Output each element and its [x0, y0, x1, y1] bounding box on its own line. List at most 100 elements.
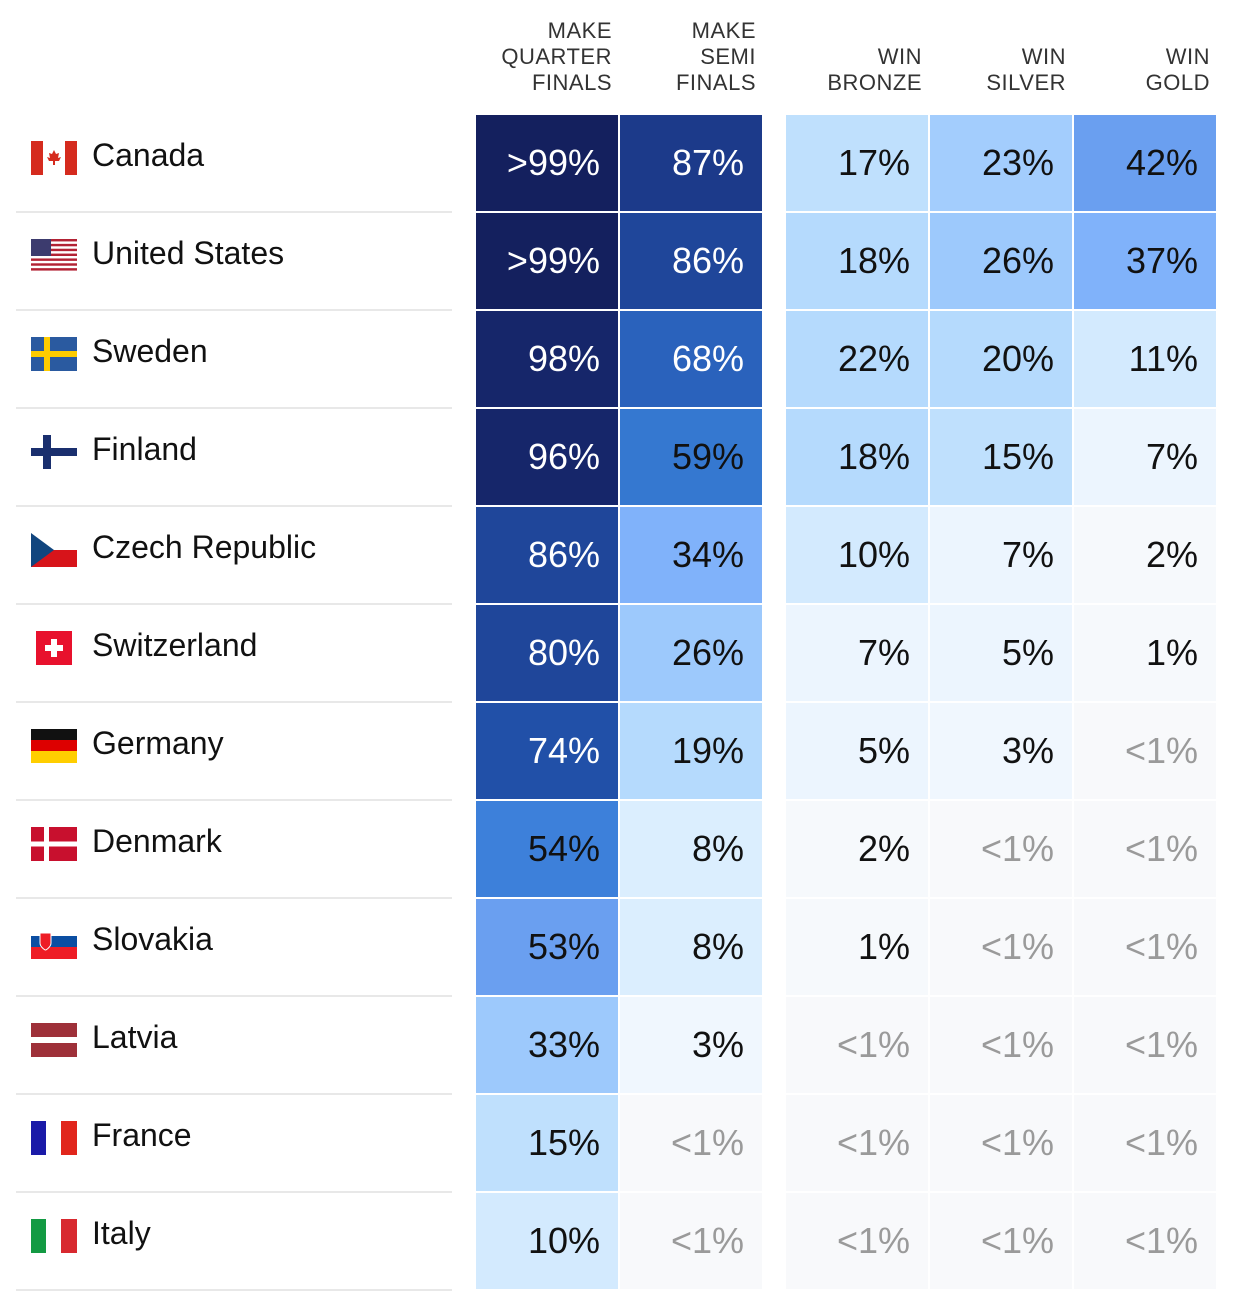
cell-silver: <1% [930, 1193, 1072, 1289]
column-header-silver: WIN SILVER [924, 44, 1066, 96]
column-header-line: FINALS [531, 70, 612, 95]
cell-sf: 8% [620, 899, 762, 995]
column-header-line: BRONZE [827, 70, 922, 95]
country-name: Finland [92, 431, 197, 467]
cell-qf: 53% [476, 899, 618, 995]
country-cell: Canada [16, 115, 452, 213]
cell-bronze: 5% [786, 703, 928, 799]
cell-gold: <1% [1074, 703, 1216, 799]
cell-qf: >99% [476, 213, 618, 309]
column-header-line: SEMI [700, 44, 756, 69]
country-name: Denmark [92, 823, 222, 859]
column-header-sf: MAKE SEMI FINALS [614, 18, 756, 96]
finland-flag-icon [31, 435, 77, 469]
cell-bronze: 22% [786, 311, 928, 407]
column-header-line: WIN [877, 44, 922, 69]
cell-gold: <1% [1074, 1095, 1216, 1191]
cell-qf: 96% [476, 409, 618, 505]
cell-bronze: 1% [786, 899, 928, 995]
cell-silver: <1% [930, 899, 1072, 995]
column-header-qf: MAKE QUARTER FINALS [470, 18, 612, 96]
usa-flag-icon [31, 239, 77, 273]
cell-silver: 26% [930, 213, 1072, 309]
cell-gold: <1% [1074, 997, 1216, 1093]
column-header-line: WIN [1165, 44, 1210, 69]
cell-gold: <1% [1074, 801, 1216, 897]
column-header-line: GOLD [1145, 70, 1210, 95]
cell-sf: 34% [620, 507, 762, 603]
cell-sf: 59% [620, 409, 762, 505]
cell-gold: 2% [1074, 507, 1216, 603]
cell-bronze: <1% [786, 1193, 928, 1289]
column-header-line: WIN [1021, 44, 1066, 69]
cell-silver: <1% [930, 1095, 1072, 1191]
cell-bronze: <1% [786, 1095, 928, 1191]
slovakia-flag-icon [31, 925, 77, 959]
cell-gold: 7% [1074, 409, 1216, 505]
country-name: France [92, 1117, 192, 1153]
country-cell: Slovakia [16, 899, 452, 997]
cell-qf: 54% [476, 801, 618, 897]
country-cell: Sweden [16, 311, 452, 409]
table-row: Finland 96% 59% 18% 15% 7% [16, 409, 1216, 507]
cell-sf: <1% [620, 1193, 762, 1289]
cell-silver: 5% [930, 605, 1072, 701]
country-cell: France [16, 1095, 452, 1193]
column-header-line: QUARTER [501, 44, 612, 69]
country-cell: Switzerland [16, 605, 452, 703]
country-cell: Germany [16, 703, 452, 801]
italy-flag-icon [31, 1219, 77, 1253]
cell-silver: <1% [930, 997, 1072, 1093]
cell-gold: 37% [1074, 213, 1216, 309]
country-cell: Denmark [16, 801, 452, 899]
table-row: Italy 10% <1% <1% <1% <1% [16, 1193, 1216, 1291]
cell-gold: 42% [1074, 115, 1216, 211]
cell-gold: <1% [1074, 899, 1216, 995]
country-name: Canada [92, 137, 205, 173]
country-name: United States [92, 235, 285, 271]
table-row: Sweden 98% 68% 22% 20% 11% [16, 311, 1216, 409]
table-row: Latvia 33% 3% <1% <1% <1% [16, 997, 1216, 1095]
czech-flag-icon [31, 533, 77, 567]
switzerland-flag-icon [36, 631, 72, 665]
cell-sf: 68% [620, 311, 762, 407]
country-name: Czech Republic [92, 529, 317, 565]
cell-gold: <1% [1074, 1193, 1216, 1289]
column-header-line: FINALS [675, 70, 756, 95]
cell-sf: 8% [620, 801, 762, 897]
canada-flag-icon [31, 141, 77, 175]
cell-qf: 33% [476, 997, 618, 1093]
cell-bronze: 18% [786, 213, 928, 309]
germany-flag-icon [31, 729, 77, 763]
cell-qf: >99% [476, 115, 618, 211]
france-flag-icon [31, 1121, 77, 1155]
cell-qf: 98% [476, 311, 618, 407]
country-cell: United States [16, 213, 452, 311]
country-cell: Italy [16, 1193, 452, 1291]
country-cell: Finland [16, 409, 452, 507]
country-cell: Czech Republic [16, 507, 452, 605]
cell-silver: 20% [930, 311, 1072, 407]
latvia-flag-icon [31, 1023, 77, 1057]
cell-silver: 3% [930, 703, 1072, 799]
cell-sf: <1% [620, 1095, 762, 1191]
cell-bronze: 18% [786, 409, 928, 505]
table-row: Denmark 54% 8% 2% <1% <1% [16, 801, 1216, 899]
cell-sf: 87% [620, 115, 762, 211]
table-row: France 15% <1% <1% <1% <1% [16, 1095, 1216, 1193]
column-header-gold: WIN GOLD [1068, 44, 1210, 96]
denmark-flag-icon [31, 827, 77, 861]
cell-bronze: 7% [786, 605, 928, 701]
column-header-line: SILVER [986, 70, 1066, 95]
cell-bronze: 2% [786, 801, 928, 897]
cell-sf: 3% [620, 997, 762, 1093]
sweden-flag-icon [31, 337, 77, 371]
cell-bronze: <1% [786, 997, 928, 1093]
cell-sf: 86% [620, 213, 762, 309]
cell-bronze: 10% [786, 507, 928, 603]
cell-silver: <1% [930, 801, 1072, 897]
cell-silver: 15% [930, 409, 1072, 505]
country-name: Germany [92, 725, 224, 761]
cell-silver: 23% [930, 115, 1072, 211]
table-row: Slovakia 53% 8% 1% <1% <1% [16, 899, 1216, 997]
